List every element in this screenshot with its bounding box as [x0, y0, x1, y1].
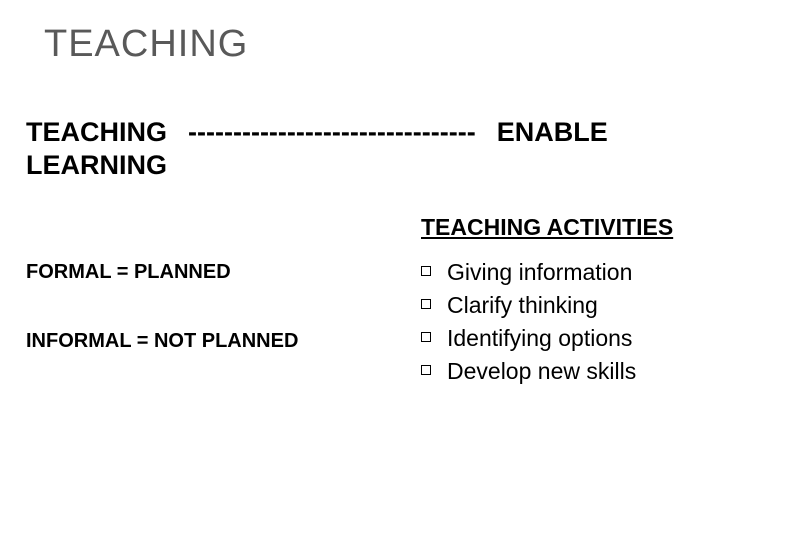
- activities-list: Giving information Clarify thinking Iden…: [421, 258, 751, 390]
- activity-text: Giving information: [447, 258, 632, 287]
- square-bullet-icon: [421, 299, 431, 309]
- square-bullet-icon: [421, 332, 431, 342]
- left-column: FORMAL = PLANNED INFORMAL = NOT PLANNED: [26, 261, 386, 353]
- square-bullet-icon: [421, 266, 431, 276]
- informal-text: INFORMAL = NOT PLANNED: [26, 330, 386, 353]
- activities-heading: TEACHING ACTIVITIES: [421, 214, 673, 241]
- list-item: Giving information: [421, 258, 751, 287]
- activity-text: Develop new skills: [447, 357, 636, 386]
- activity-text: Clarify thinking: [447, 291, 598, 320]
- list-item: Develop new skills: [421, 357, 751, 386]
- square-bullet-icon: [421, 365, 431, 375]
- slide-title: TEACHING: [44, 23, 248, 66]
- headline-dashes: --------------------------------: [182, 117, 482, 147]
- activity-text: Identifying options: [447, 324, 632, 353]
- list-item: Identifying options: [421, 324, 751, 353]
- headline-word-teaching: TEACHING: [26, 117, 167, 147]
- headline-line1: TEACHING -------------------------------…: [26, 117, 608, 148]
- list-item: Clarify thinking: [421, 291, 751, 320]
- slide: TEACHING TEACHING ----------------------…: [0, 0, 785, 540]
- spacer: [26, 284, 386, 330]
- headline-word-enable: ENABLE: [497, 117, 608, 147]
- headline-word-learning: LEARNING: [26, 150, 167, 181]
- formal-text: FORMAL = PLANNED: [26, 261, 386, 284]
